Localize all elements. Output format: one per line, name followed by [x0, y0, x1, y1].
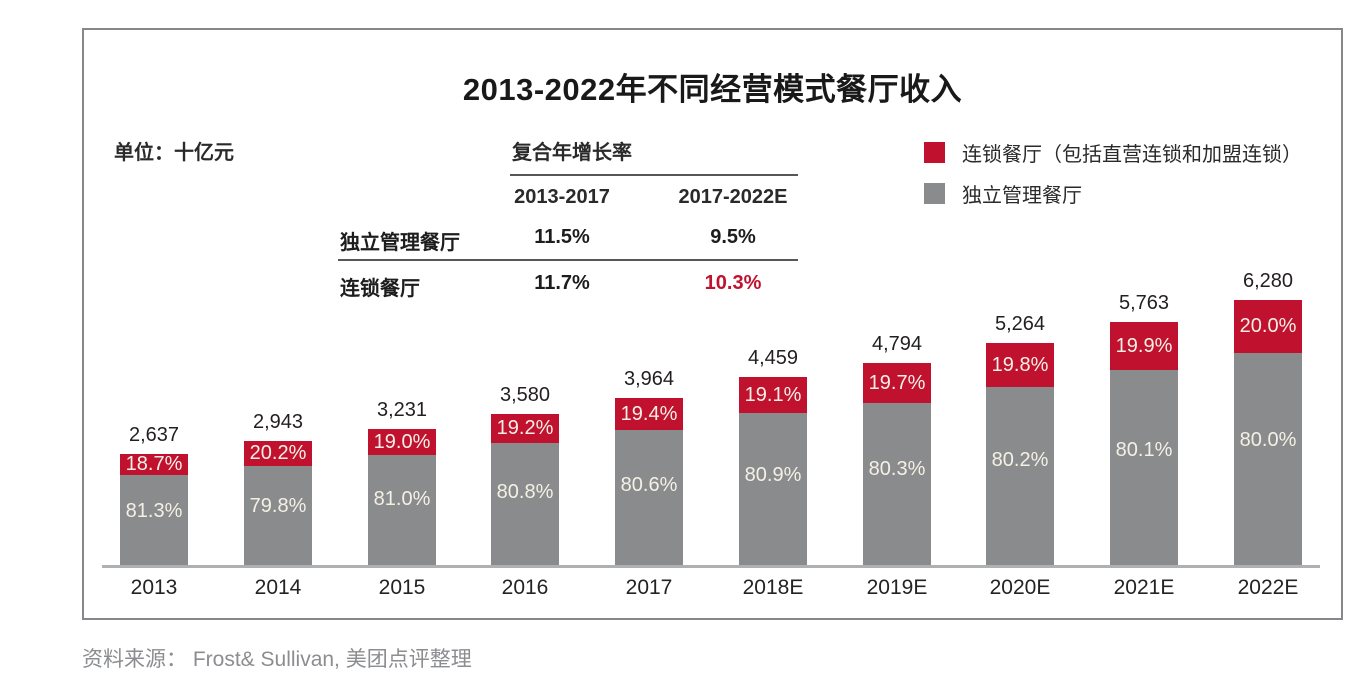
cagr-independent-2017-2022e: 9.5% [710, 226, 756, 248]
x-axis-label: 2022E [1237, 576, 1299, 599]
independent-pct-label: 80.1% [1115, 439, 1173, 461]
chain-swatch-icon [924, 142, 945, 163]
bar-segment-independent: 81.3% [120, 475, 188, 565]
x-axis-label: 2015 [378, 576, 426, 599]
bar-segment-independent: 80.8% [491, 443, 559, 565]
bar-segment-chain: 20.0% [1234, 300, 1302, 353]
x-axis-line [102, 565, 1320, 568]
x-axis-label: 2017 [625, 576, 673, 599]
bar-segment-independent: 80.6% [615, 430, 683, 565]
bar-segment-independent: 79.8% [244, 466, 312, 565]
bar-total-label: 5,264 [994, 313, 1046, 335]
chart-panel: 2013-2022年不同经营模式餐厅收入 单位：十亿元 复合年增长率 2013-… [82, 28, 1343, 620]
legend: 连锁餐厅（包括直营连锁和加盟连锁） 独立管理餐厅 [924, 138, 1302, 220]
bar-total-label: 3,580 [499, 384, 551, 406]
bar-total-label: 2,943 [252, 411, 304, 433]
independent-pct-label: 80.2% [991, 449, 1049, 471]
cagr-header-rule [510, 174, 798, 176]
bar-segment-independent: 80.0% [1234, 353, 1302, 565]
bar-segment-chain: 19.0% [368, 429, 436, 455]
independent-swatch-icon [924, 183, 945, 204]
cagr-row-chain-label: 连锁餐厅 [340, 278, 420, 300]
bar-total-label: 3,964 [623, 368, 675, 390]
independent-pct-label: 80.8% [496, 481, 554, 503]
independent-pct-label: 80.3% [868, 458, 926, 480]
independent-pct-label: 80.9% [744, 464, 802, 486]
cagr-row-rule [338, 259, 798, 261]
bar-segment-chain: 19.4% [615, 398, 683, 430]
legend-item-chain: 连锁餐厅（包括直营连锁和加盟连锁） [924, 138, 1302, 167]
bar-segment-independent: 80.2% [986, 387, 1054, 565]
bar-segment-chain: 20.2% [244, 441, 312, 466]
independent-pct-label: 80.0% [1239, 429, 1297, 451]
bar-segment-chain: 19.2% [491, 414, 559, 443]
legend-label-chain: 连锁餐厅（包括直营连锁和加盟连锁） [962, 144, 1302, 166]
source-note: 资料来源： Frost& Sullivan, 美团点评整理 [82, 648, 472, 671]
bar-total-label: 4,794 [871, 333, 923, 355]
independent-pct-label: 81.3% [125, 500, 183, 522]
bar-segment-chain: 18.7% [120, 454, 188, 475]
bar-segment-chain: 19.8% [986, 343, 1054, 387]
independent-pct-label: 79.8% [249, 495, 307, 517]
independent-pct-label: 81.0% [373, 488, 431, 510]
bar-segment-chain: 19.1% [739, 377, 807, 413]
cagr-table-title: 复合年增长率 [512, 142, 632, 164]
plot-area: 2,637 18.7% 81.3% 2013 2,943 20.2% 79.8% 2014 3,… [84, 30, 1341, 618]
bar-segment-independent: 80.1% [1110, 370, 1178, 565]
bar-total-label: 2,637 [128, 424, 180, 446]
bar-segment-chain: 19.9% [1110, 322, 1178, 370]
legend-label-independent: 独立管理餐厅 [962, 185, 1082, 207]
bar-total-label: 3,231 [376, 399, 428, 421]
bar-total-label: 4,459 [747, 347, 799, 369]
x-axis-label: 2021E [1113, 576, 1175, 599]
bar-segment-independent: 80.3% [863, 403, 931, 565]
cagr-col-header-2: 2017-2022E [678, 186, 788, 208]
x-axis-label: 2013 [130, 576, 178, 599]
cagr-chain-2017-2022e: 10.3% [704, 272, 762, 294]
bar-total-label: 6,280 [1242, 270, 1294, 292]
bar-segment-independent: 80.9% [739, 413, 807, 565]
cagr-col-header-1: 2013-2017 [514, 186, 610, 208]
cagr-independent-2013-2017: 11.5% [534, 226, 590, 248]
x-axis-label: 2019E [866, 576, 928, 599]
unit-label: 单位：十亿元 [114, 142, 234, 164]
independent-pct-label: 80.6% [620, 474, 678, 496]
cagr-row-independent-label: 独立管理餐厅 [340, 232, 460, 254]
bar-total-label: 5,763 [1118, 292, 1170, 314]
bar-segment-chain: 19.7% [863, 363, 931, 403]
x-axis-label: 2016 [501, 576, 549, 599]
bar-segment-independent: 81.0% [368, 455, 436, 565]
x-axis-label: 2014 [254, 576, 302, 599]
legend-item-independent: 独立管理餐厅 [924, 179, 1302, 208]
cagr-chain-2013-2017: 11.7% [534, 272, 590, 294]
x-axis-label: 2020E [989, 576, 1051, 599]
chart-title: 2013-2022年不同经营模式餐厅收入 [462, 72, 963, 107]
x-axis-label: 2018E [742, 576, 804, 599]
